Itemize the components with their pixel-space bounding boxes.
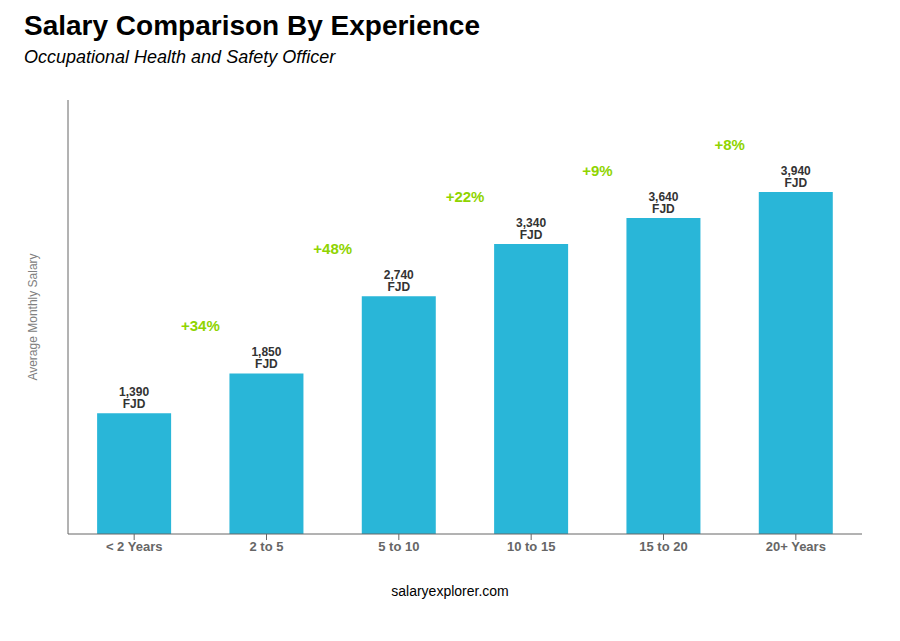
svg-text:Average Monthly Salary: Average Monthly Salary [26, 253, 40, 380]
svg-text:< 2 Years: < 2 Years [106, 539, 163, 554]
svg-text:3,940FJD: 3,940FJD [781, 164, 811, 190]
svg-text:10 to 15: 10 to 15 [507, 539, 555, 554]
svg-text:20+ Years: 20+ Years [766, 539, 826, 554]
svg-text:2 to 5: 2 to 5 [250, 539, 284, 554]
svg-text:+9%: +9% [582, 162, 612, 179]
svg-text:3,340FJD: 3,340FJD [516, 216, 546, 242]
svg-text:+34%: +34% [181, 317, 220, 334]
svg-text:+22%: +22% [446, 188, 485, 205]
svg-text:3,640FJD: 3,640FJD [648, 190, 678, 216]
svg-text:+48%: +48% [313, 240, 352, 257]
html-text:Occupational Health and Safety: Occupational Health and Safety Officer [24, 47, 336, 67]
html-text:salaryexplorer.com: salaryexplorer.com [391, 583, 509, 599]
svg-text:1,390FJD: 1,390FJD [119, 385, 149, 411]
html-text:Salary Comparison By Experienc: Salary Comparison By Experience [24, 10, 480, 41]
svg-text:1,850FJD: 1,850FJD [251, 345, 281, 371]
svg-text:5 to 10: 5 to 10 [378, 539, 419, 554]
svg-text:2,740FJD: 2,740FJD [384, 268, 414, 294]
svg-text:+8%: +8% [714, 136, 744, 153]
svg-text:15 to 20: 15 to 20 [639, 539, 687, 554]
